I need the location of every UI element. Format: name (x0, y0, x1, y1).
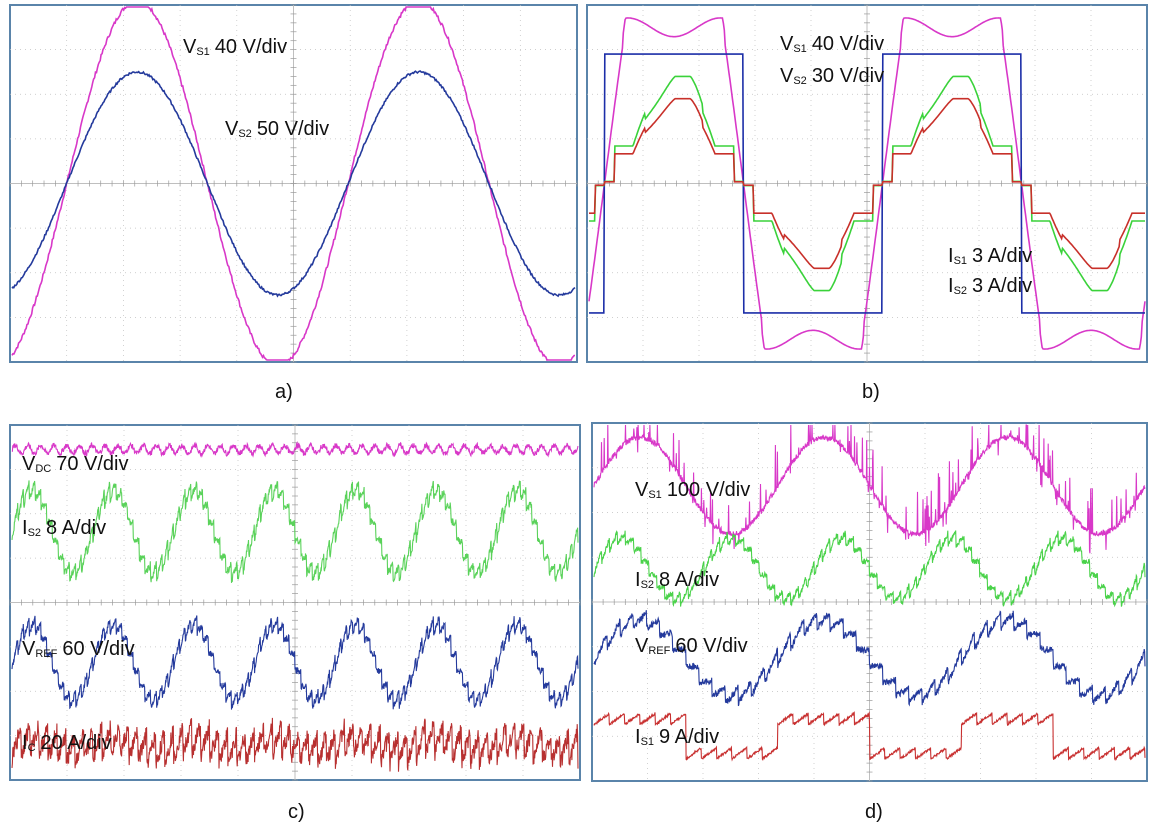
panel-d-trace-is1 (593, 711, 1146, 762)
panel-d: VS1 100 V/div IS2 8 A/div VREF 60 V/div IS1… (591, 422, 1148, 823)
panel-c-label-is2: IS2 8 A/div (22, 517, 106, 539)
panel-b: VS1 40 V/div VS2 30 V/div IS1 3 A/div IS2 3 … (586, 4, 1148, 403)
panel-d-label-vs1: VS1 100 V/div (635, 479, 750, 501)
panel-c-caption: c) (288, 801, 305, 823)
panel-d-trace-is2 (593, 529, 1146, 608)
panel-c-label-vdc: VDC 70 V/div (22, 453, 129, 475)
panel-b-label-vs1: VS1 40 V/div (780, 33, 884, 55)
panel-b-label-vs2: VS2 30 V/div (780, 65, 884, 87)
panel-c-trace-vref (11, 615, 579, 710)
panel-d-label-vref: VREF 60 V/div (635, 635, 748, 657)
panel-b-label-is1: IS1 3 A/div (948, 245, 1032, 267)
panel-b-caption: b) (862, 381, 880, 403)
panel-c-label-vref: VREF 60 V/div (22, 638, 135, 660)
panel-c-label-ic: IC 20 A/div (22, 732, 112, 754)
panel-c-trace-is2 (11, 479, 579, 583)
panel-b-label-is2: IS2 3 A/div (948, 275, 1032, 297)
panel-a-trace-vs1 (11, 6, 575, 362)
panel-b-trace-is1 (589, 97, 1145, 270)
panel-d-label-is2: IS2 8 A/div (635, 569, 719, 591)
panel-a-caption: a) (275, 381, 293, 403)
panel-c: VDC 70 V/div IS2 8 A/div VREF 60 V/div IC 20… (9, 424, 581, 823)
panel-d-trace-vref (593, 610, 1146, 707)
panel-c-trace-vdc (11, 440, 579, 458)
panel-a: VS1 40 V/div VS2 50 V/div a) (9, 4, 578, 403)
panel-a-grid (9, 4, 578, 363)
panel-b-trace-is2 (589, 75, 1145, 292)
panel-b-grid (586, 4, 1148, 363)
panel-c-trace-ic (11, 717, 579, 772)
panel-a-label-vs1: VS1 40 V/div (183, 36, 287, 58)
panel-d-caption: d) (865, 801, 883, 823)
panel-b-trace-vs1 (588, 17, 1146, 350)
panel-d-trace-vs1 (593, 424, 1146, 554)
panel-a-trace-vs2 (11, 70, 576, 298)
panel-b-trace-vs2 (589, 53, 1145, 314)
panel-a-label-vs2: VS2 50 V/div (225, 118, 329, 140)
panel-d-label-is1: IS1 9 A/div (635, 726, 719, 748)
